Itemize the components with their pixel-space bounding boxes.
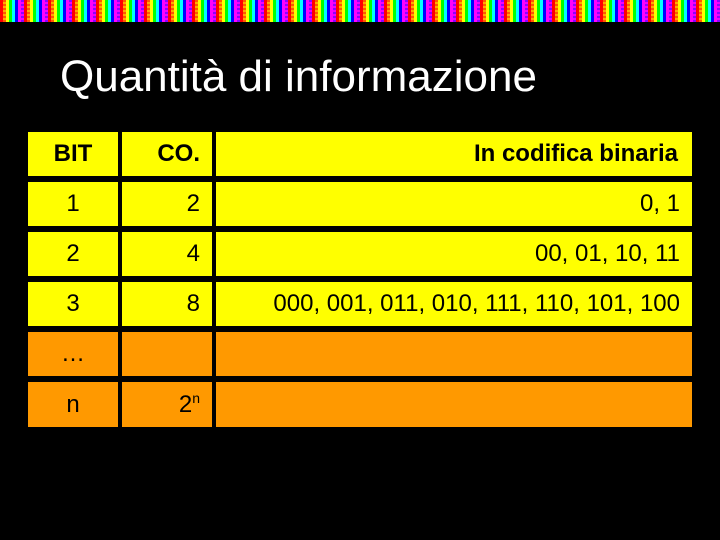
cell-binary [216,332,692,376]
cell-binary: 000, 001, 011, 010, 111, 110, 101, 100 [216,282,692,326]
header-bit: BIT [28,132,118,176]
table-row: 38000, 001, 011, 010, 111, 110, 101, 100 [28,282,692,326]
cell-bit: … [28,332,118,376]
cell-bit: 3 [28,282,118,326]
cell-combinations: 2n [122,382,212,427]
decorative-top-bar [0,0,720,22]
cell-combinations: 2 [122,182,212,226]
header-binary: In codifica binaria [216,132,692,176]
cell-bit: n [28,382,118,427]
cell-bit: 2 [28,232,118,276]
cell-bit: 1 [28,182,118,226]
table-row: … [28,332,692,376]
cell-combinations: 8 [122,282,212,326]
cell-binary: 00, 01, 10, 11 [216,232,692,276]
table-container: BIT CO. In codifica binaria 120, 12400, … [0,126,720,433]
header-combinations: CO. [122,132,212,176]
binary-table: BIT CO. In codifica binaria 120, 12400, … [24,126,696,433]
cell-combinations: 4 [122,232,212,276]
page-title: Quantità di informazione [0,22,720,126]
table-header-row: BIT CO. In codifica binaria [28,132,692,176]
table-row: n2n [28,382,692,427]
table-row: 120, 1 [28,182,692,226]
cell-binary: 0, 1 [216,182,692,226]
cell-combinations [122,332,212,376]
cell-binary [216,382,692,427]
table-row: 2400, 01, 10, 11 [28,232,692,276]
